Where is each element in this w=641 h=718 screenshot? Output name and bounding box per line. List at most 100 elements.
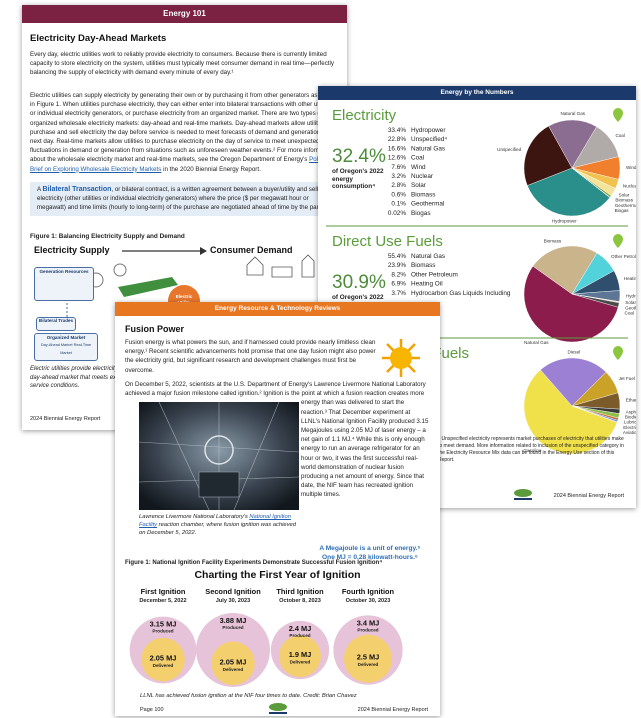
pie-label: Lubricants (624, 420, 636, 425)
delivered-text: Delivered (358, 662, 379, 667)
pie-label: Heating Oil (624, 276, 636, 281)
page-energy-numbers: Energy by the Numbers Electricity 32.4% of… (318, 86, 636, 508)
page-number: Page 100 (140, 707, 164, 713)
page-footer: 2024 Biennial Energy Report (357, 707, 428, 713)
list-name: Natural Gas (411, 145, 445, 152)
list-name: Biomass (411, 191, 436, 198)
pie-slice (571, 405, 618, 423)
pie-slice (523, 265, 619, 343)
list-value: 0.1% (391, 201, 406, 208)
figure-title: Figure 1: National Ignition Facility Exp… (125, 559, 383, 566)
pin-icon (613, 108, 623, 122)
list-value: 23.9% (388, 262, 406, 269)
ignition-name: Fourth Ignition (342, 587, 395, 596)
pie-charts: Electricity 32.4%of Oregon's 2022 energy … (326, 107, 636, 455)
produced-text: Produced (289, 633, 310, 638)
page-header: Energy by the Numbers (318, 86, 636, 100)
ignition-name: First Ignition (141, 587, 186, 596)
box-item: Real-Time Market (60, 343, 92, 355)
text: On December 5, 2022, scientists at the U… (125, 381, 429, 499)
photo-caption: Lawrence Livermore National Laboratory's… (139, 513, 299, 537)
pie-label: Nuclear (623, 183, 636, 188)
sun-icon (382, 339, 420, 377)
delivered-circle (344, 634, 392, 683)
list-name: Nuclear (411, 173, 434, 180)
callout: A Megajoule is a unit of energy.⁵ One MJ … (305, 544, 435, 562)
delivered-value: 2.5 MJ (357, 653, 380, 662)
pie-label: Aviation Gas (623, 430, 636, 435)
text: Electric utilities can supply electricit… (30, 92, 340, 164)
page-title: Fusion Power (125, 324, 185, 334)
list-value: 33.4% (388, 127, 406, 134)
icon (113, 263, 127, 277)
delivered-circle (211, 641, 255, 685)
produced-value: 3.15 MJ (150, 620, 177, 629)
pie-label: Biodiesel (625, 415, 636, 420)
pie-label: Coal (625, 311, 634, 316)
pie-slice (523, 125, 573, 186)
text: reaction chamber, where fusion ignition … (139, 522, 296, 536)
pie-label: Asphalt/Road Oil (626, 409, 636, 414)
paragraph: On December 5, 2022, scientists at the U… (125, 380, 430, 548)
delivered-value: 2.05 MJ (150, 654, 177, 663)
list-value: 3.7% (391, 290, 406, 297)
list-name: Hydrocarbon Gas Liquids Including (411, 290, 511, 297)
ignition-date: July 30, 2023 (216, 598, 251, 604)
link[interactable]: National Ignition Facility (139, 514, 291, 528)
delivered-text: Delivered (290, 660, 311, 665)
diagram-box: Organized Market Day-Ahead Market Real-Ti… (34, 333, 98, 361)
photo (139, 402, 299, 510)
pie-slice (540, 357, 607, 407)
pie-slice (532, 245, 598, 295)
list-name: Wind (411, 164, 426, 171)
pie-label: Coal (615, 133, 624, 138)
paragraph: Every day, electric utilities work to re… (30, 51, 334, 77)
page-fusion: Energy Resource & Technology Reviews Fus… (115, 302, 440, 716)
list-name: Solar (411, 182, 427, 189)
figure-title: Figure 1: Balancing Electricity Supply a… (30, 233, 185, 240)
list-value: 0.02% (388, 210, 406, 217)
list-name: Other Petroleum (411, 271, 458, 278)
pie-slice (548, 119, 597, 169)
produced-text: Produced (357, 627, 378, 632)
list-name: Hydropower (411, 127, 446, 134)
ignition-date: October 30, 2023 (346, 598, 391, 604)
box-title: Organized Market (46, 335, 86, 340)
pie-label: Gasoline (523, 448, 542, 453)
pie-label: Hydropower (552, 219, 577, 224)
section-title: Electricity (332, 107, 397, 124)
list-value: 0.6% (391, 191, 406, 198)
text: , or bilateral contract, is a written ag… (37, 186, 333, 211)
ignition-date: October 8, 2023 (279, 598, 321, 604)
footnote: ⁴ Unspecified electricity represents mar… (438, 436, 624, 463)
diagram-label: Electricity Supply (34, 245, 110, 255)
pie-slice (527, 167, 611, 217)
list-value: 12.6% (388, 155, 406, 162)
pie-label: Natural Gas (524, 340, 549, 345)
share-value: 30.9% (332, 272, 386, 293)
delivered-circle (141, 637, 185, 682)
callout: A Bilateral Transaction, or bilateral co… (30, 182, 340, 217)
delivered-text: Delivered (223, 667, 244, 672)
pie-label: Biomass (615, 198, 633, 203)
ignition-chart: First Ignition December 5, 2022 3.15 MJ Pro… (129, 587, 403, 687)
list-name: Biomass (411, 262, 436, 269)
paragraph: Electric utilities can supply electricit… (30, 91, 340, 174)
pie-label: Electricity (623, 425, 636, 430)
text: Lawrence Livermore National Laboratory's (139, 514, 250, 520)
callout-line: One MJ = 0.28 kilowatt-hours.⁶ (322, 554, 418, 561)
link[interactable]: Policy Brief on Exploring Wholesale Elec… (30, 156, 326, 173)
pie-label: Diesel (568, 349, 581, 354)
arrow-head (200, 247, 207, 255)
list-value: 2.8% (391, 182, 406, 189)
section-title: Direct Use Fuels (332, 233, 443, 250)
text: in the 2020 Biennial Energy Report. (161, 165, 261, 173)
page-title: Electricity Day-Ahead Markets (30, 33, 167, 44)
share-note-box: of Oregon's 2022 energy consumption⁴ (332, 168, 384, 190)
callout-line: A Megajoule is a unit of energy.⁵ (319, 545, 421, 552)
chart-title: Charting the First Year of Ignition (194, 569, 361, 581)
list-value: 6.9% (391, 281, 406, 288)
ignition-date: December 5, 2022 (139, 598, 186, 604)
pie-label: Solar (625, 300, 636, 305)
